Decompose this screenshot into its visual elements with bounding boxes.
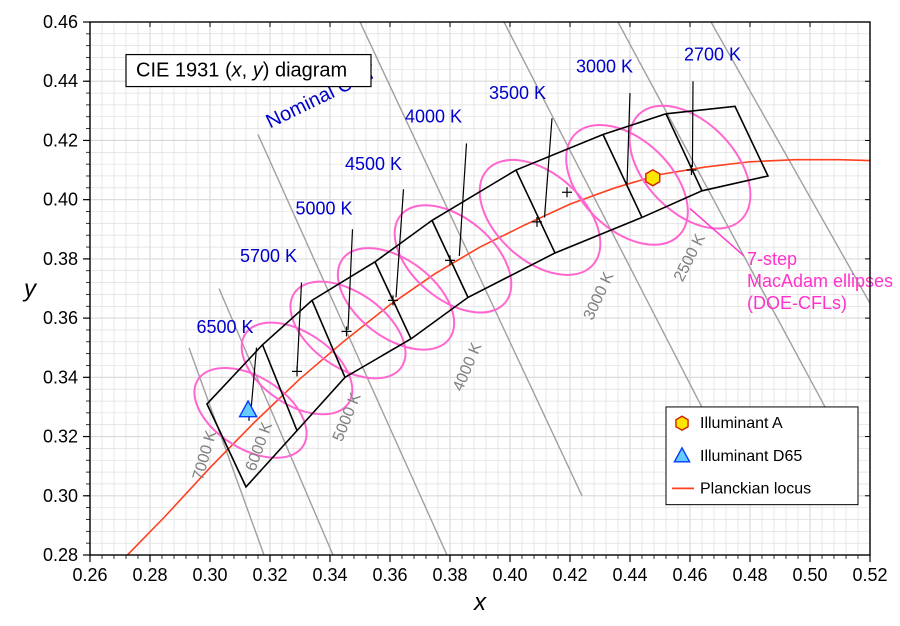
- x-tick-label: 0.40: [492, 565, 527, 585]
- x-tick-label: 0.48: [732, 565, 767, 585]
- illuminant-a-marker: [646, 170, 660, 186]
- cie-1931-diagram: 7000 K6000 K5000 K4000 K3000 K2500 K6500…: [0, 0, 900, 626]
- x-tick-label: 0.46: [672, 565, 707, 585]
- y-tick-label: 0.40: [43, 190, 78, 210]
- chart-title: CIE 1931 (x, y) diagram: [136, 60, 347, 82]
- macadam-label: 7-step: [747, 249, 797, 269]
- x-tick-label: 0.44: [612, 565, 647, 585]
- legend: Illuminant A Illuminant D65 Planckian locu…: [666, 407, 858, 505]
- x-tick-label: 0.52: [852, 565, 887, 585]
- x-tick-label: 0.42: [552, 565, 587, 585]
- y-axis-title: y: [22, 276, 38, 303]
- legend-label: Illuminant A: [700, 415, 783, 432]
- y-tick-label: 0.30: [43, 486, 78, 506]
- x-tick-label: 0.28: [132, 565, 167, 585]
- x-tick-label: 0.34: [312, 565, 347, 585]
- x-tick-label: 0.32: [252, 565, 287, 585]
- y-tick-label: 0.34: [43, 367, 78, 387]
- y-tick-label: 0.44: [43, 71, 78, 91]
- x-tick-label: 0.38: [432, 565, 467, 585]
- cct-label: 4500 K: [345, 154, 402, 174]
- x-tick-label: 0.30: [192, 565, 227, 585]
- y-tick-label: 0.36: [43, 308, 78, 328]
- macadam-label: MacAdam ellipses: [747, 271, 893, 291]
- cct-label: 5700 K: [240, 246, 297, 266]
- legend-label: Illuminant D65: [700, 448, 802, 465]
- cct-label: 3000 K: [576, 56, 633, 76]
- cct-label: 6500 K: [197, 317, 254, 337]
- y-tick-label: 0.32: [43, 427, 78, 447]
- cct-label: 5000 K: [296, 198, 353, 218]
- legend-label: Planckian locus: [700, 480, 811, 497]
- x-tick-label: 0.36: [372, 565, 407, 585]
- y-tick-label: 0.28: [43, 545, 78, 565]
- x-axis-title: x: [473, 589, 487, 616]
- cct-label: 2700 K: [684, 44, 741, 64]
- cct-label: 4000 K: [405, 107, 462, 127]
- cct-label: 3500 K: [489, 83, 546, 103]
- x-tick-label: 0.50: [792, 565, 827, 585]
- y-tick-label: 0.46: [43, 12, 78, 32]
- macadam-label: (DOE-CFLs): [747, 293, 847, 313]
- y-tick-label: 0.38: [43, 249, 78, 269]
- y-tick-label: 0.42: [43, 130, 78, 150]
- legend-marker: [676, 416, 688, 430]
- x-tick-label: 0.26: [72, 565, 107, 585]
